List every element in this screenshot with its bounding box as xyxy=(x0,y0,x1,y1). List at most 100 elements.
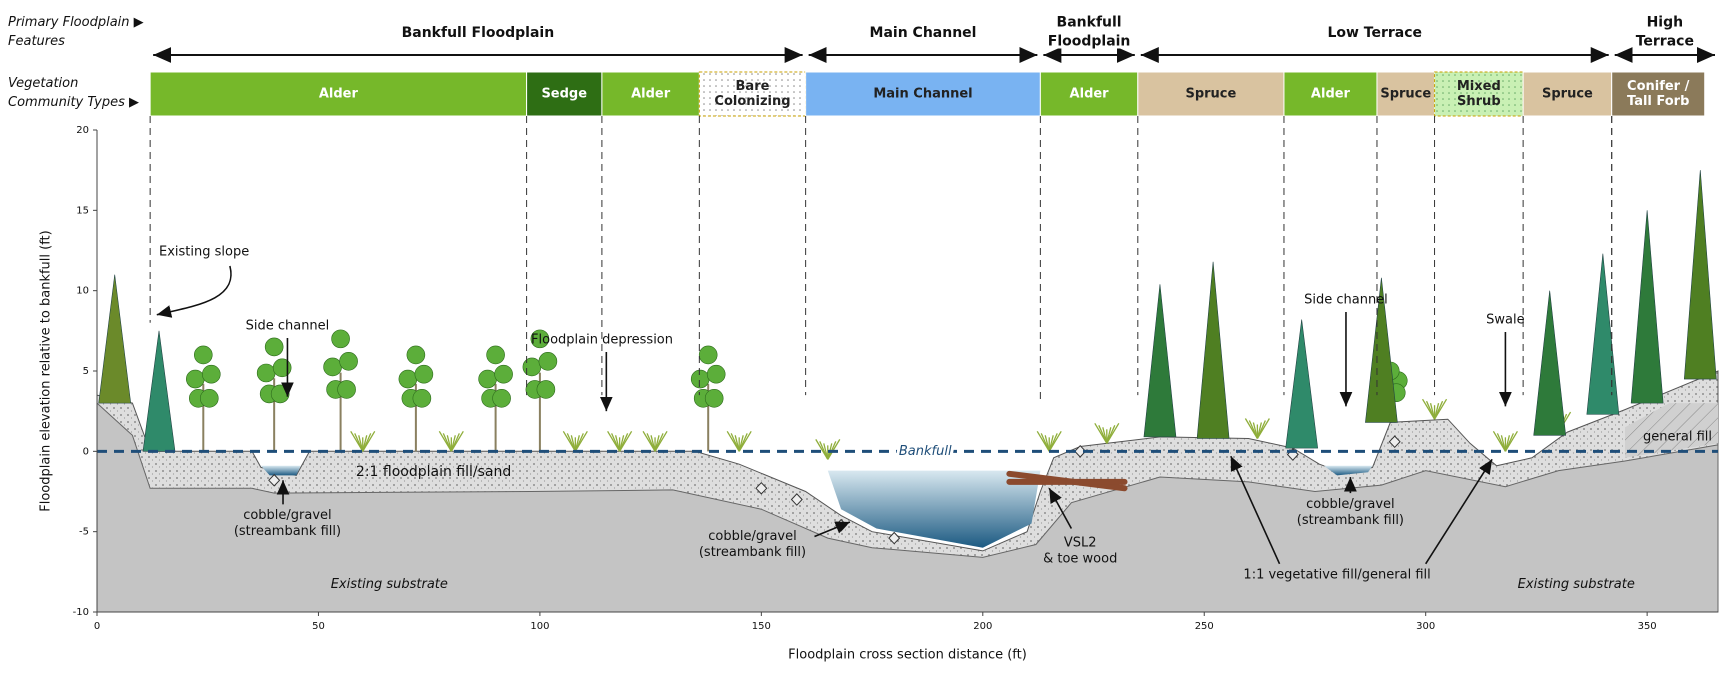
tree-crown xyxy=(705,389,723,407)
vegetation-label: Alder xyxy=(319,87,359,102)
tree-crown xyxy=(413,389,431,407)
tree-crown xyxy=(707,365,725,383)
feature-label: Bankfull Floodplain xyxy=(402,25,555,41)
annotation: Bankfull xyxy=(899,444,952,459)
grass xyxy=(1049,431,1061,451)
x-tick-label: 150 xyxy=(752,621,771,632)
tree-crown xyxy=(340,352,358,370)
annotation: Existing substrate xyxy=(331,577,448,592)
grass xyxy=(620,431,632,451)
conifer-tree xyxy=(1587,254,1619,415)
annotation: Side channel xyxy=(1304,293,1388,308)
tree-crown xyxy=(479,370,497,388)
diagram: -10-505101520050100150200250300350Floodp… xyxy=(0,0,1728,672)
vegetation-row-label: Vegetation Community Types ▶ xyxy=(8,76,139,110)
annotation: Swale xyxy=(1486,313,1524,328)
conifer-tree xyxy=(99,275,131,404)
tree-crown xyxy=(265,338,283,356)
y-tick-label: -5 xyxy=(79,527,89,538)
tree-crown xyxy=(338,380,356,398)
tree-crown xyxy=(257,364,275,382)
annotation: Floodplain depression xyxy=(531,333,673,348)
y-tick-label: 20 xyxy=(76,125,89,136)
vegetation-label-line: Conifer / xyxy=(1627,79,1690,94)
conifer-tree xyxy=(1286,320,1318,449)
tree-crown xyxy=(273,359,291,377)
annotation: 2:1 floodplain fill/sand xyxy=(356,464,511,480)
tree-crown xyxy=(194,346,212,364)
grass xyxy=(363,431,375,451)
tree-crown xyxy=(271,385,289,403)
y-tick-label: 0 xyxy=(83,446,89,457)
vegetation-label-line: Bare xyxy=(736,79,770,94)
tree-crown xyxy=(399,370,417,388)
annotation: cobble/gravel(streambank fill) xyxy=(699,529,806,560)
vegetation-label: Sedge xyxy=(541,87,587,102)
tree-crown xyxy=(324,358,342,376)
annotation-line: cobble/gravel xyxy=(243,508,331,523)
annotation-line: cobble/gravel xyxy=(708,529,796,544)
x-axis-title: Floodplain cross section distance (ft) xyxy=(788,648,1027,663)
vegetation-label: Alder xyxy=(1311,87,1351,102)
x-tick-label: 350 xyxy=(1638,621,1657,632)
conifer-tree xyxy=(1534,291,1566,436)
conifer-tree xyxy=(1631,210,1663,403)
vegetation-label-line: Shrub xyxy=(1457,94,1501,109)
x-tick-label: 250 xyxy=(1195,621,1214,632)
tree-crown xyxy=(487,346,505,364)
tree-crown xyxy=(415,365,433,383)
tree-crown xyxy=(495,365,513,383)
grass xyxy=(739,431,751,451)
annotation-line: (streambank fill) xyxy=(1297,513,1404,528)
vegetation-label-line: Mixed xyxy=(1457,79,1501,94)
tree-crown xyxy=(523,358,541,376)
x-tick-label: 100 xyxy=(530,621,549,632)
tree-crown xyxy=(691,370,709,388)
y-axis-title: Floodplain elevation relative to bankful… xyxy=(39,230,54,511)
conifer-tree xyxy=(1684,170,1716,379)
page: Floodplain cross section {"rows":{"featu… xyxy=(0,0,1728,672)
vegetation-row-label-line: Vegetation xyxy=(8,76,78,91)
feature-label-line: Floodplain xyxy=(1048,34,1131,50)
features-row-label-line: Primary Floodplain ▶ xyxy=(8,15,144,30)
feature-label-line: Terrace xyxy=(1636,34,1694,50)
grass xyxy=(1257,418,1269,438)
feature-label: High Terrace xyxy=(1636,15,1694,50)
annotation-line: (streambank fill) xyxy=(699,545,806,560)
vegetation-label-line: Colonizing xyxy=(714,94,790,109)
feature-label-line: Bankfull xyxy=(1057,15,1122,31)
grass xyxy=(1505,431,1517,451)
conifer-tree xyxy=(1197,262,1229,439)
y-tick-label: 15 xyxy=(76,205,89,216)
annotation: 1:1 vegetative fill/general fill xyxy=(1243,568,1430,583)
annotation-line: (streambank fill) xyxy=(234,524,341,539)
annotation-line: cobble/gravel xyxy=(1306,497,1394,512)
annotation: cobble/gravel(streambank fill) xyxy=(1297,497,1404,528)
annotation: Existing slope xyxy=(159,245,249,260)
vegetation-label: Spruce xyxy=(1185,87,1236,102)
vegetation-row-label-line: Community Types ▶ xyxy=(8,95,139,110)
vegetation-label: Conifer /Tall Forb xyxy=(1627,79,1690,109)
vegetation-label: Alder xyxy=(631,87,671,102)
callout-arrow xyxy=(157,266,231,315)
tree-crown xyxy=(539,352,557,370)
annotation: Side channel xyxy=(246,319,330,334)
vegetation-label: Spruce xyxy=(1542,87,1593,102)
annotation-line: VSL2 xyxy=(1064,535,1097,550)
annotation: general fill xyxy=(1643,429,1712,444)
x-tick-label: 50 xyxy=(312,621,325,632)
x-tick-label: 300 xyxy=(1416,621,1435,632)
tree-crown xyxy=(200,389,218,407)
grass xyxy=(1107,423,1119,443)
feature-label: Low Terrace xyxy=(1327,25,1422,41)
tree-crown xyxy=(493,389,511,407)
tree-crown xyxy=(699,346,717,364)
x-tick-label: 200 xyxy=(973,621,992,632)
features-row-label-line: Features xyxy=(8,34,65,49)
grass xyxy=(828,439,840,459)
feature-label-line: High xyxy=(1647,15,1684,31)
tree-crown xyxy=(202,365,220,383)
y-tick-label: 5 xyxy=(83,366,89,377)
grass xyxy=(655,431,667,451)
